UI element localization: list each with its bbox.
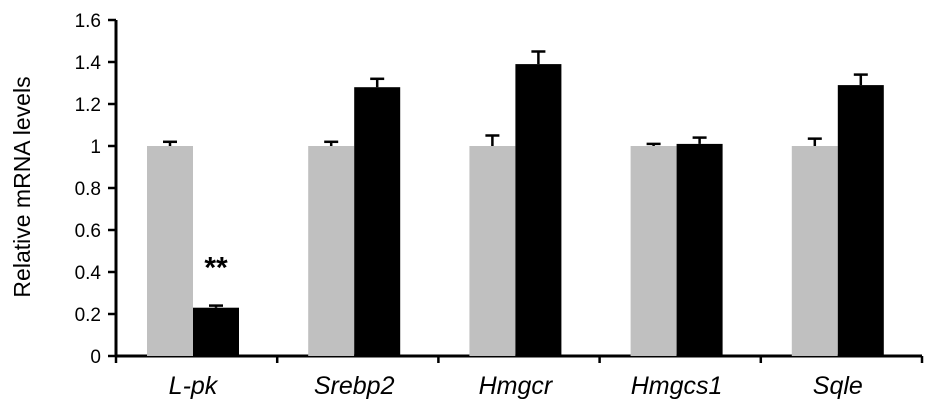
bar-hmgcr-series-2 <box>515 64 562 356</box>
bar-l-pk-series-2 <box>193 307 239 356</box>
category-label-hmgcs1: Hmgcs1 <box>631 372 723 400</box>
y-tick-label: 1.6 <box>75 11 101 32</box>
significance-annotation: ** <box>204 252 228 285</box>
y-tick-label: 0 <box>90 347 101 368</box>
y-tick-label: 1.2 <box>75 95 101 116</box>
error-bars <box>163 50 868 308</box>
bar-srebp2-series-2 <box>354 87 401 356</box>
y-tick-label: 0.6 <box>75 221 101 242</box>
bar-sqle-series-1 <box>791 146 838 356</box>
category-labels: L-pk Srebp2 Hmgcr Hmgcs1 Sqle <box>169 372 863 400</box>
bar-hmgcr-series-1 <box>469 146 516 356</box>
bars <box>147 64 884 356</box>
x-axis <box>114 354 924 363</box>
category-label-sqle: Sqle <box>813 372 863 400</box>
y-axis: 0 0.2 0.4 0.6 0.8 1 1.2 1.4 1.6 <box>75 11 118 368</box>
y-tick-label: 1.4 <box>75 53 102 74</box>
y-tick-label: 0.4 <box>75 263 102 284</box>
category-label-hmgcr: Hmgcr <box>479 372 554 400</box>
bar-sqle-series-2 <box>837 85 884 356</box>
y-tick-label: 1 <box>90 137 101 158</box>
category-label-l-pk: L-pk <box>169 372 219 400</box>
y-tick-label: 0.8 <box>75 179 101 200</box>
bar-hmgcs1-series-1 <box>630 146 677 356</box>
y-tick-label: 0.2 <box>75 305 101 326</box>
bar-hmgcs1-series-2 <box>676 143 723 356</box>
y-axis-title: Relative mRNA levels <box>9 76 35 297</box>
bar-srebp2-series-1 <box>308 146 355 356</box>
category-label-srebp2: Srebp2 <box>314 372 395 400</box>
bar-l-pk-series-1 <box>147 146 193 356</box>
annotations: ** <box>204 252 228 285</box>
